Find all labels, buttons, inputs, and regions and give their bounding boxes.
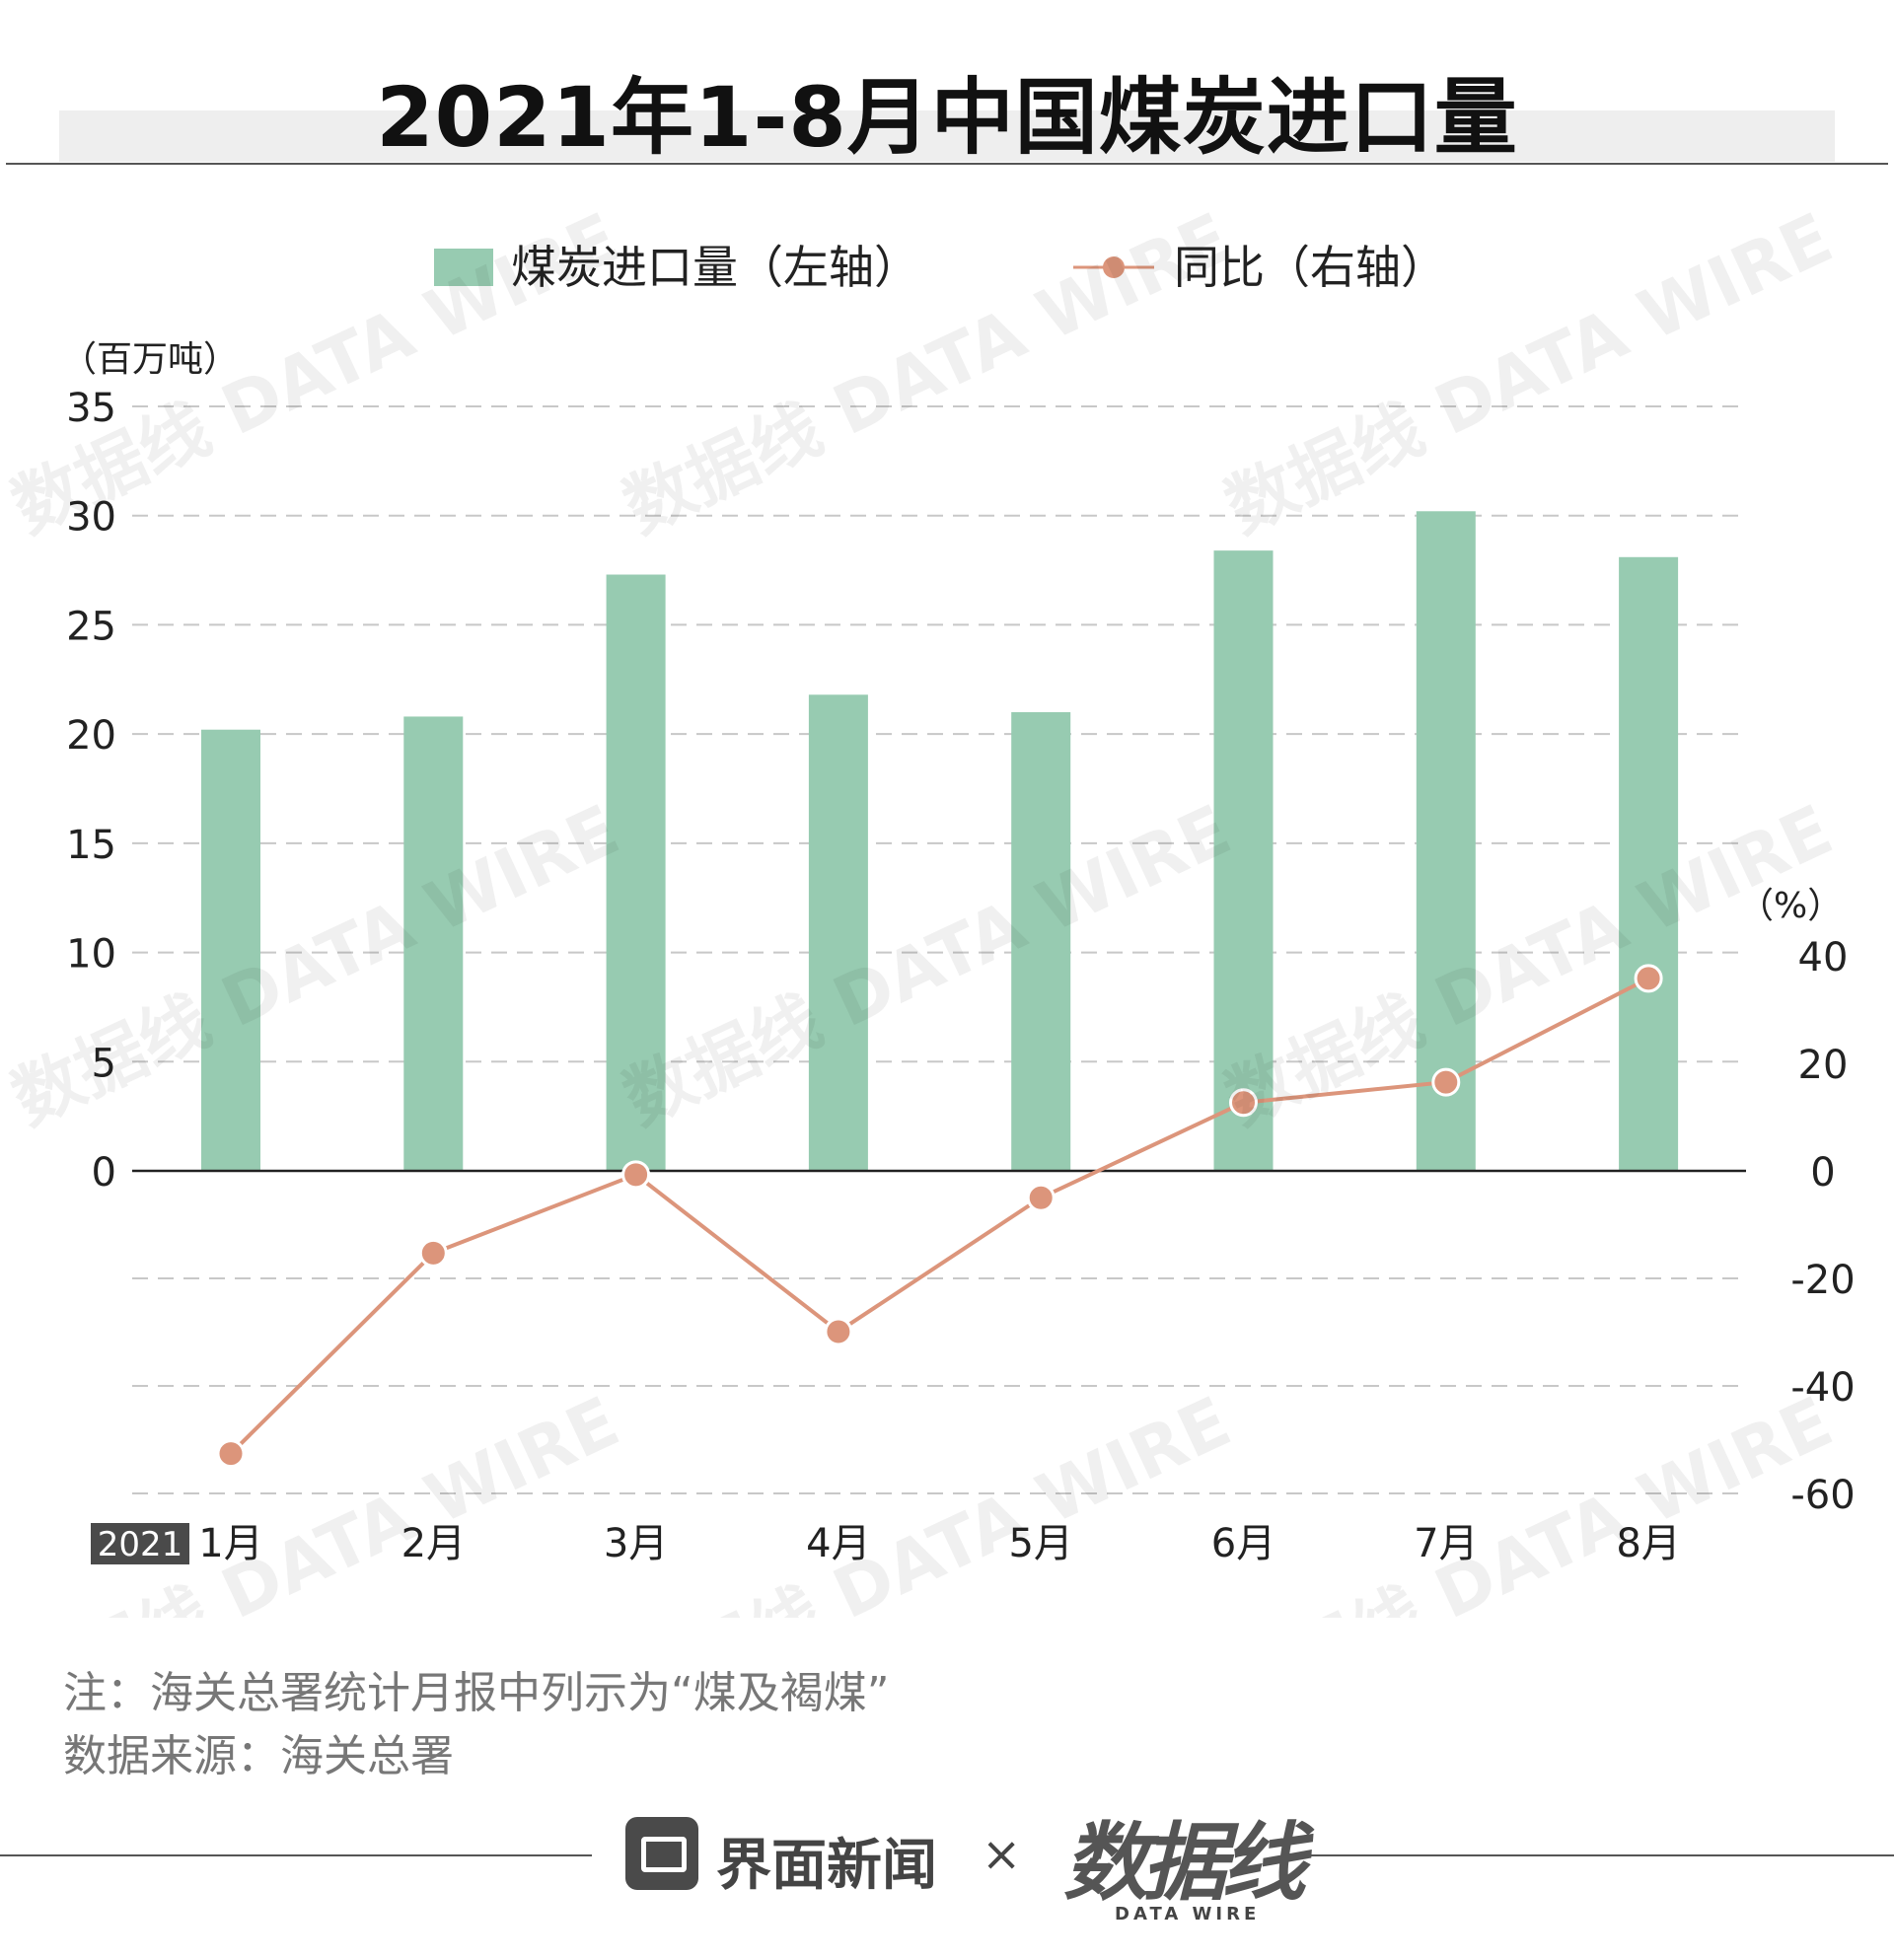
legend-marker-yoy — [1103, 256, 1125, 278]
right-axis-unit: （%） — [1738, 886, 1843, 926]
yoy-point-7 — [1431, 1067, 1461, 1097]
bar-6 — [1213, 550, 1274, 1171]
yoy-point-8 — [1634, 964, 1663, 993]
year-tag: 2021 — [98, 1525, 183, 1564]
right-tick-label: 0 — [1810, 1150, 1835, 1196]
x-tick-label: 7月 — [1414, 1521, 1478, 1566]
bar-2 — [403, 716, 464, 1171]
watermark: 数据线 DATA WIRE — [1213, 1381, 1844, 1618]
yoy-point-5 — [1026, 1183, 1056, 1212]
left-tick-label: 15 — [66, 823, 116, 868]
yoy-point-3 — [621, 1160, 651, 1190]
legend-swatch-bars — [434, 249, 493, 286]
footer-rule-right — [1304, 1854, 1894, 1856]
x-tick-label: 5月 — [1008, 1521, 1072, 1566]
footer-rule-left — [0, 1854, 592, 1856]
yoy-point-2 — [418, 1238, 448, 1268]
bar-8 — [1619, 556, 1679, 1171]
x-tick-label: 1月 — [198, 1521, 262, 1566]
x-tick-label: 2月 — [401, 1521, 466, 1566]
datawire-logo-sub: DATA WIRE — [1115, 1904, 1261, 1924]
left-tick-label: 30 — [66, 495, 116, 541]
x-tick-label: 6月 — [1211, 1521, 1275, 1566]
bar-7 — [1416, 511, 1476, 1171]
year-tag-box — [91, 1523, 189, 1564]
chart: 煤炭进口量（左轴） 同比（右轴） （百万吨） （%） 35 30 25 20 15 10 5 0 40 2… — [0, 197, 1855, 1618]
collab-separator: × — [982, 1827, 1022, 1882]
title-rule — [6, 163, 1888, 165]
brand-name: 界面新闻 — [716, 1834, 937, 1898]
left-tick-label: 10 — [66, 932, 116, 978]
left-tick-label: 0 — [92, 1150, 116, 1196]
data-source: 数据来源：海关总署 — [63, 1731, 454, 1781]
chart-note: 注：海关总署统计月报中列示为“煤及褐煤” — [63, 1668, 890, 1718]
chart-title: 2021年1-8月中国煤炭进口量 — [376, 69, 1518, 166]
right-tick-label: 40 — [1798, 935, 1849, 980]
bar-1 — [201, 729, 260, 1171]
yoy-point-6 — [1229, 1088, 1258, 1118]
brand-logo-icon — [625, 1817, 698, 1890]
right-tick-label: -60 — [1790, 1473, 1855, 1518]
watermark: 数据线 DATA WIRE — [612, 789, 1242, 1140]
x-tick-label: 3月 — [604, 1521, 668, 1566]
watermark: 数据线 DATA WIRE — [0, 1381, 630, 1618]
right-tick-label: 20 — [1798, 1043, 1849, 1088]
watermark: 数据线 DATA WIRE — [612, 1381, 1242, 1618]
left-axis-unit: （百万吨） — [61, 339, 239, 380]
watermark: 数据线 DATA WIRE — [1213, 789, 1844, 1140]
datawire-logo: 数据线 — [1063, 1814, 1306, 1913]
legend-label-yoy: 同比（右轴） — [1174, 241, 1446, 294]
right-tick-label: -20 — [1790, 1258, 1855, 1303]
yoy-point-1 — [216, 1439, 246, 1469]
left-tick-label: 25 — [66, 604, 116, 649]
yoy-line — [229, 977, 1650, 1456]
bar-5 — [1011, 712, 1071, 1171]
left-tick-label: 5 — [92, 1041, 116, 1086]
bar-4 — [808, 694, 868, 1171]
x-tick-label: 4月 — [806, 1521, 870, 1566]
yoy-point-4 — [824, 1317, 853, 1346]
legend-label-bars: 煤炭进口量（左轴） — [511, 241, 919, 294]
x-tick-label: 8月 — [1616, 1521, 1680, 1566]
left-tick-label: 20 — [66, 713, 116, 759]
title-band — [59, 110, 1835, 162]
bar-3 — [606, 574, 666, 1171]
right-tick-label: -40 — [1790, 1365, 1855, 1411]
left-tick-label: 35 — [66, 386, 116, 431]
